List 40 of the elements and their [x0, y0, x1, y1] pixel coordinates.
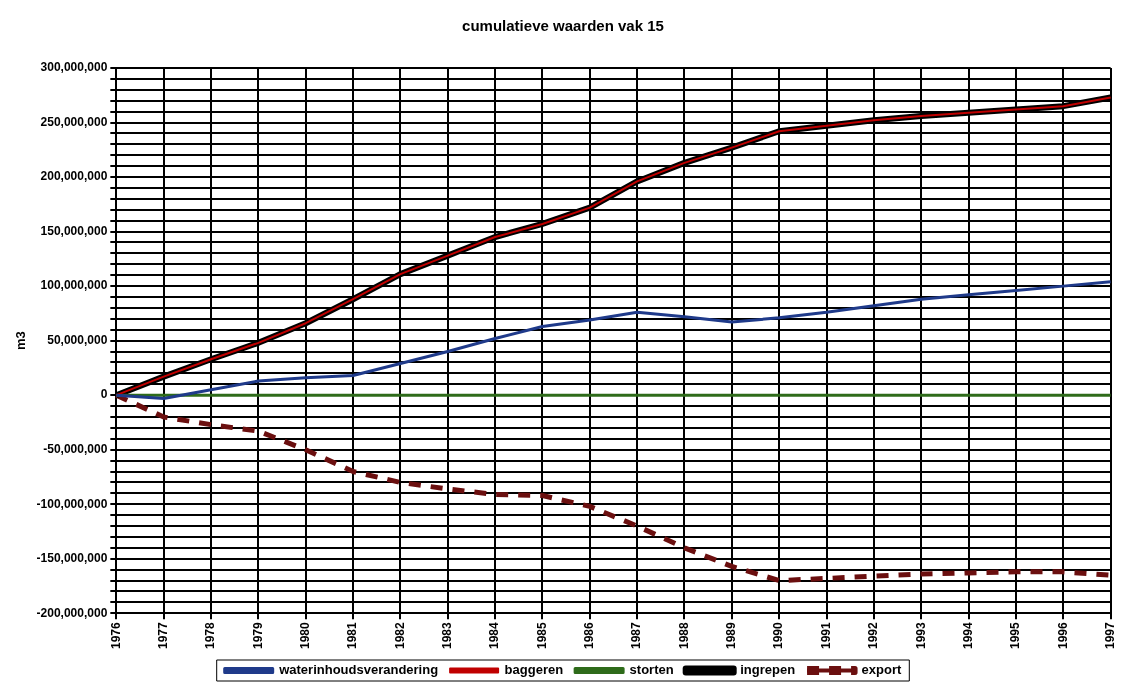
- x-tick-label: 1976: [108, 621, 123, 650]
- legend-label: waterinhoudsverandering: [278, 662, 439, 678]
- x-tick-label: 1993: [913, 621, 928, 650]
- x-tick-label: 1979: [250, 621, 265, 650]
- x-tick-label: 1995: [1008, 621, 1023, 650]
- y-tick-label: 300,000,000: [40, 60, 108, 75]
- x-tick-label: 1985: [534, 621, 549, 650]
- y-tick-label: 0: [100, 387, 108, 402]
- y-tick-label: -100,000,000: [36, 496, 108, 511]
- legend-label: export: [861, 662, 902, 678]
- y-tick-label: 200,000,000: [40, 169, 108, 184]
- x-tick-label: 1977: [155, 621, 170, 650]
- x-tick-label: 1988: [676, 621, 691, 650]
- x-tick-label: 1986: [582, 621, 597, 650]
- x-tick-label: 1984: [487, 621, 502, 650]
- x-tick-label: 1987: [629, 621, 644, 650]
- x-tick-label: 1981: [345, 621, 360, 650]
- x-tick-label: 1980: [298, 621, 313, 650]
- y-axis-title: m3: [13, 331, 29, 351]
- legend-label: baggeren: [504, 662, 564, 678]
- x-tick-label: 1990: [771, 621, 786, 650]
- legend-label: ingrepen: [740, 662, 796, 678]
- x-tick-label: 1982: [392, 621, 407, 650]
- y-tick-label: -50,000,000: [43, 442, 108, 457]
- y-tick-label: 50,000,000: [47, 332, 108, 347]
- legend-label: storten: [629, 662, 674, 678]
- x-tick-label: 1992: [866, 621, 881, 650]
- x-tick-label: 1991: [818, 621, 833, 650]
- y-tick-label: 150,000,000: [40, 223, 108, 238]
- y-tick-label: 100,000,000: [40, 278, 108, 293]
- y-tick-label: -150,000,000: [36, 551, 108, 566]
- y-tick-label: -200,000,000: [36, 605, 108, 620]
- x-tick-label: 1978: [203, 621, 218, 650]
- x-tick-label: 1983: [440, 621, 455, 650]
- y-tick-label: 250,000,000: [40, 114, 108, 129]
- x-tick-label: 1996: [1055, 621, 1070, 650]
- x-tick-label: 1994: [960, 621, 975, 650]
- x-tick-label: 1989: [724, 621, 739, 650]
- chart-title: cumulatieve waarden vak 15: [462, 17, 664, 35]
- x-tick-label: 1997: [1102, 621, 1117, 650]
